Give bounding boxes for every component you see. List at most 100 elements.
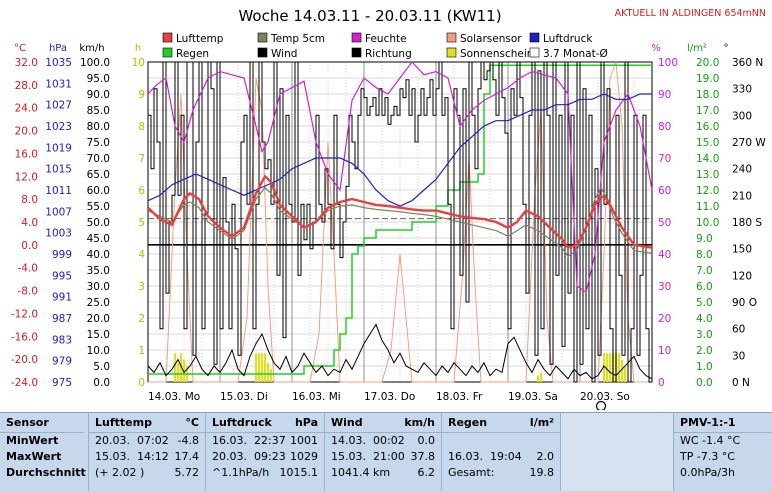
kmh-tick-5: 75.0 bbox=[87, 137, 110, 149]
temp-tick-0: 32.0 bbox=[15, 57, 38, 69]
hpa-tick-2: 1027 bbox=[45, 100, 72, 112]
rain-tick-10: 10.0 bbox=[696, 217, 719, 229]
day-label-0: 14.03. Mo bbox=[148, 391, 200, 403]
series-regen bbox=[148, 64, 652, 375]
rain-tick-16: 4.0 bbox=[696, 313, 713, 325]
kmh-tick-8: 60.0 bbox=[87, 185, 110, 197]
rain-tick-3: 17.0 bbox=[696, 105, 719, 117]
rain-tick-5: 15.0 bbox=[696, 137, 719, 149]
rain-tick-9: 11.0 bbox=[696, 201, 719, 213]
kmh-tick-7: 65.0 bbox=[87, 169, 110, 181]
rain-tick-2: 18.0 bbox=[696, 89, 719, 101]
dir-tick-11: 30 bbox=[732, 350, 745, 362]
legend-label-2: Feuchte bbox=[365, 33, 407, 45]
weather-chart: Woche 14.03.11 - 20.03.11 (KW11) AKTUELL… bbox=[11, 7, 766, 411]
rain-tick-0: 20.0 bbox=[696, 57, 719, 69]
legend-label-0: Lufttemp bbox=[176, 33, 224, 45]
legend-swatch-5 bbox=[162, 47, 173, 58]
rain-tick-17: 3.0 bbox=[696, 329, 713, 341]
dir-tick-4: 240 bbox=[732, 164, 752, 176]
hpa-tick-0: 1035 bbox=[45, 57, 72, 69]
kmh-tick-19: 5.0 bbox=[93, 361, 110, 373]
hpa-tick-9: 999 bbox=[52, 249, 72, 261]
pct-tick-9: 10 bbox=[658, 345, 671, 357]
h-tick-9: 1 bbox=[138, 345, 145, 357]
sunshine-bar-5 bbox=[255, 353, 258, 382]
temp-tick-12: -16.0 bbox=[11, 331, 38, 343]
dir-tick-5: 210 bbox=[732, 190, 752, 202]
h-tick-8: 2 bbox=[138, 313, 145, 325]
temp-tick-8: 0.0 bbox=[21, 240, 38, 252]
pct-tick-10: 0 bbox=[658, 377, 665, 389]
kmh-tick-10: 50.0 bbox=[87, 217, 110, 229]
h-tick-3: 7 bbox=[138, 153, 145, 165]
unit-label-3: h bbox=[135, 43, 141, 54]
hpa-tick-7: 1007 bbox=[45, 206, 72, 218]
rain-tick-19: 1.0 bbox=[696, 361, 713, 373]
sunshine-bar-7 bbox=[261, 353, 264, 382]
h-tick-10: 0 bbox=[138, 377, 145, 389]
kmh-tick-15: 25.0 bbox=[87, 297, 110, 309]
hpa-tick-15: 975 bbox=[52, 377, 72, 389]
sunshine-bar-19 bbox=[621, 359, 624, 382]
day-label-2: 16.03. Mi bbox=[292, 391, 341, 403]
temp-tick-11: -12.0 bbox=[11, 308, 38, 320]
sunshine-bar-20 bbox=[624, 366, 627, 382]
legend-label-5: Regen bbox=[176, 48, 209, 60]
unit-label-0: °C bbox=[14, 43, 26, 54]
stats-panel: Sensor MinWert MaxWert Durchschnitt Luft… bbox=[0, 412, 772, 491]
dir-tick-12: 0 N bbox=[732, 377, 750, 389]
dir-tick-0: 360 N bbox=[732, 57, 763, 69]
rain-tick-20: 0.0 bbox=[696, 377, 713, 389]
temp-tick-2: 24.0 bbox=[15, 103, 38, 115]
sunshine-bar-11 bbox=[537, 375, 540, 382]
kmh-tick-6: 70.0 bbox=[87, 153, 110, 165]
stats-wind-col: Wind km/h 14.03. 00:02 0.0 15.03. 21:00 37.8 … bbox=[325, 413, 441, 491]
kmh-tick-0: 100.0 bbox=[80, 57, 110, 69]
kmh-tick-2: 90.0 bbox=[87, 89, 110, 101]
day-label-1: 15.03. Di bbox=[220, 391, 268, 403]
legend-swatch-9 bbox=[529, 47, 540, 58]
kmh-tick-14: 30.0 bbox=[87, 281, 110, 293]
hpa-tick-5: 1015 bbox=[45, 164, 72, 176]
axis-units: °C hPa km/h h% l/m² ° bbox=[14, 43, 728, 54]
unit-label-4: % bbox=[651, 43, 661, 54]
h-tick-1: 9 bbox=[138, 89, 145, 101]
h-tick-6: 4 bbox=[138, 249, 145, 261]
unit-label-6: ° bbox=[724, 43, 729, 54]
kmh-tick-20: 0.0 bbox=[93, 377, 110, 389]
station-status[interactable]: AKTUELL IN ALDINGEN 654mNN bbox=[615, 8, 766, 19]
legend-swatch-3 bbox=[446, 32, 457, 43]
legend-swatch-4 bbox=[529, 32, 540, 43]
stats-regen-header: Regen l/m² bbox=[442, 413, 560, 433]
legend-swatch-2 bbox=[351, 32, 362, 43]
series-luftdruck bbox=[147, 93, 652, 207]
pct-tick-2: 80 bbox=[658, 121, 671, 133]
h-tick-4: 6 bbox=[138, 185, 145, 197]
stats-luft-col: Lufttemp °C 20.03. 07:02 -4.8 15.03. 14:12 17… bbox=[89, 413, 205, 491]
temp-tick-5: 12.0 bbox=[15, 171, 38, 183]
pct-tick-0: 100 bbox=[658, 57, 678, 69]
sunshine-bar-12 bbox=[540, 372, 543, 382]
hpa-tick-6: 1011 bbox=[45, 185, 72, 197]
hpa-tick-14: 979 bbox=[52, 356, 72, 368]
stats-sensor-header: Sensor bbox=[0, 413, 84, 433]
pct-tick-7: 30 bbox=[658, 281, 671, 293]
series-group bbox=[147, 61, 653, 383]
stats-pmv-trend: 0.0hPa/3h bbox=[680, 466, 736, 479]
sunshine-bar-6 bbox=[258, 353, 261, 382]
rain-tick-1: 19.0 bbox=[696, 73, 719, 85]
rain-tick-14: 6.0 bbox=[696, 281, 713, 293]
sunshine-bar-13 bbox=[603, 353, 606, 382]
sunshine-bar-18 bbox=[618, 353, 621, 382]
day-label-3: 17.03. Do bbox=[364, 391, 415, 403]
stats-pmv-tp: TP -7.3 °C bbox=[680, 450, 735, 463]
unit-label-2: km/h bbox=[79, 43, 104, 54]
kmh-tick-16: 20.0 bbox=[87, 313, 110, 325]
dir-tick-6: 180 S bbox=[732, 217, 762, 229]
sunshine-bar-1 bbox=[177, 362, 180, 382]
pct-tick-3: 70 bbox=[658, 153, 671, 165]
chart-title: Woche 14.03.11 - 20.03.11 (KW11) bbox=[238, 7, 501, 25]
time-marker[interactable] bbox=[595, 400, 607, 411]
hpa-tick-13: 983 bbox=[52, 334, 72, 346]
